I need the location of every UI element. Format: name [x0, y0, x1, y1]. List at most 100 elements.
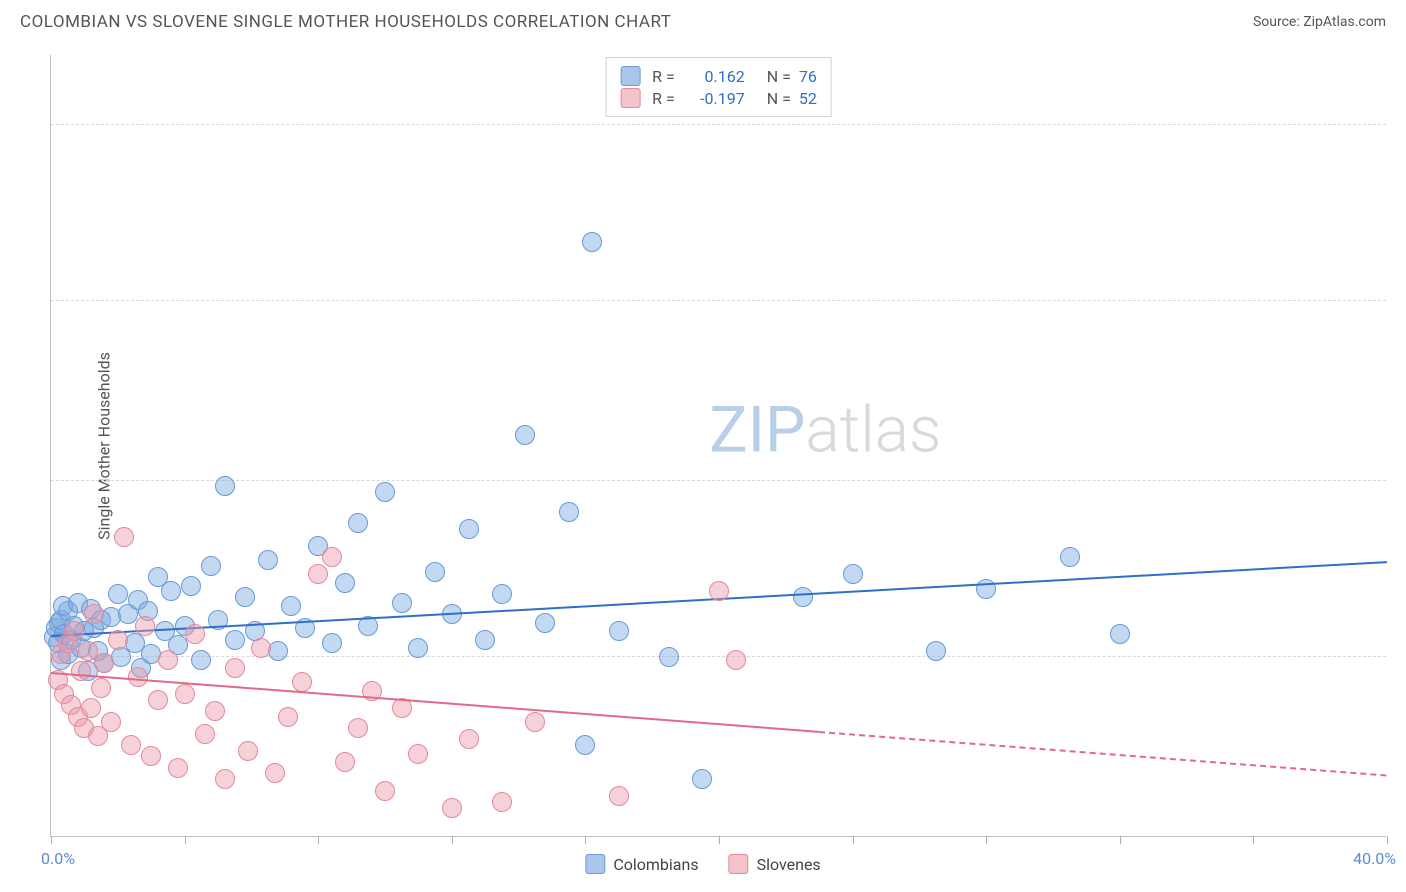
scatter-point [559, 502, 579, 522]
xtick [1253, 836, 1254, 844]
header: COLOMBIAN VS SLOVENE SINGLE MOTHER HOUSE… [0, 0, 1406, 40]
scatter-point [64, 621, 84, 641]
legend-series: Colombians Slovenes [585, 854, 820, 874]
scatter-point [459, 519, 479, 539]
scatter-point [114, 527, 134, 547]
scatter-point [175, 684, 195, 704]
watermark-light: atlas [805, 392, 941, 467]
scatter-point [225, 630, 245, 650]
gridline [51, 300, 1386, 301]
legend-swatch [620, 66, 640, 86]
legend-r-value: 0.162 [683, 67, 745, 86]
chart-plot-area: R =0.162N =76R =-0.197N =52 ZIPatlas 6.3… [50, 55, 1386, 837]
scatter-point [128, 667, 148, 687]
scatter-point [251, 638, 271, 658]
scatter-point [308, 564, 328, 584]
scatter-point [235, 587, 255, 607]
scatter-point [392, 593, 412, 613]
scatter-point [442, 798, 462, 818]
trend-line [819, 731, 1387, 777]
scatter-point [425, 562, 445, 582]
scatter-point [843, 564, 863, 584]
scatter-point [101, 712, 121, 732]
legend-swatch [585, 854, 605, 874]
scatter-point [281, 596, 301, 616]
xtick [986, 836, 987, 844]
scatter-point [265, 763, 285, 783]
scatter-point [135, 616, 155, 636]
ytick-label: 6.3% [1391, 628, 1406, 647]
scatter-point [475, 630, 495, 650]
xtick-label-max: 40.0% [1353, 849, 1396, 868]
scatter-point [292, 672, 312, 692]
scatter-point [121, 735, 141, 755]
scatter-point [575, 735, 595, 755]
xtick-label-min: 0.0% [41, 849, 75, 868]
scatter-point [335, 573, 355, 593]
scatter-point [375, 482, 395, 502]
source-name: ZipAtlas.com [1303, 14, 1386, 30]
xtick [452, 836, 453, 844]
scatter-point [81, 698, 101, 718]
legend-label: Slovenes [757, 855, 821, 874]
legend-n-value: 76 [799, 67, 817, 86]
scatter-point [492, 792, 512, 812]
scatter-point [71, 661, 91, 681]
source-prefix: Source: [1253, 14, 1303, 30]
scatter-point [91, 678, 111, 698]
scatter-point [926, 641, 946, 661]
scatter-point [322, 633, 342, 653]
ytick-label: 25.0% [1391, 97, 1406, 116]
scatter-point [108, 584, 128, 604]
chart-title: COLOMBIAN VS SLOVENE SINGLE MOTHER HOUSE… [20, 12, 671, 32]
ytick-label: 12.5% [1391, 452, 1406, 471]
scatter-point [515, 425, 535, 445]
scatter-point [408, 638, 428, 658]
xtick [585, 836, 586, 844]
source-label: Source: ZipAtlas.com [1253, 14, 1386, 30]
gridline [51, 124, 1386, 125]
scatter-point [225, 658, 245, 678]
scatter-point [609, 621, 629, 641]
xtick [719, 836, 720, 844]
scatter-point [141, 746, 161, 766]
scatter-point [692, 769, 712, 789]
scatter-point [609, 786, 629, 806]
legend-item: Slovenes [729, 854, 821, 874]
scatter-point [168, 758, 188, 778]
scatter-point [1060, 547, 1080, 567]
scatter-point [278, 707, 298, 727]
scatter-point [1110, 624, 1130, 644]
watermark: ZIPatlas [709, 392, 941, 467]
gridline [51, 656, 1386, 657]
scatter-point [459, 729, 479, 749]
scatter-point [492, 584, 512, 604]
legend-r-value: -0.197 [683, 89, 745, 108]
scatter-point [408, 744, 428, 764]
legend-swatch [620, 88, 640, 108]
scatter-point [258, 550, 278, 570]
scatter-point [238, 741, 258, 761]
xtick [1120, 836, 1121, 844]
scatter-point [181, 576, 201, 596]
scatter-point [726, 650, 746, 670]
scatter-point [793, 587, 813, 607]
legend-n-label: N = [767, 89, 791, 108]
scatter-point [215, 476, 235, 496]
legend-item: Colombians [585, 854, 698, 874]
legend-correlation: R =0.162N =76R =-0.197N =52 [605, 57, 832, 117]
xtick [185, 836, 186, 844]
legend-label: Colombians [613, 855, 698, 874]
scatter-point [709, 581, 729, 601]
legend-n-value: 52 [799, 89, 817, 108]
scatter-point [215, 769, 235, 789]
scatter-point [348, 513, 368, 533]
scatter-point [205, 701, 225, 721]
scatter-point [659, 647, 679, 667]
xtick [51, 836, 52, 844]
legend-r-label: R = [652, 89, 675, 108]
legend-swatch [729, 854, 749, 874]
xtick [1387, 836, 1388, 844]
ytick-label: 18.8% [1391, 273, 1406, 292]
scatter-point [348, 718, 368, 738]
